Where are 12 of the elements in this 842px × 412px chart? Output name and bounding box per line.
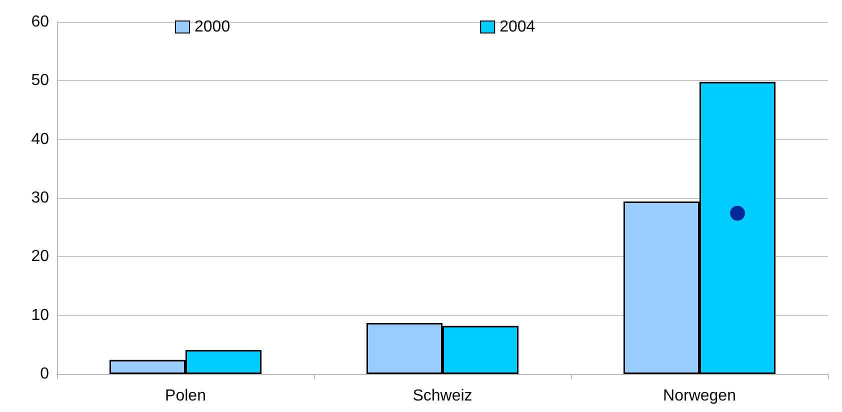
y-tick-label: 10 [31, 306, 50, 324]
x-tick-label: Norwegen [663, 388, 736, 404]
y-tick-label: 30 [31, 190, 50, 206]
legend-label: 2004 [500, 18, 536, 36]
x-tick-label: Schweiz [412, 388, 472, 404]
x-tick-label: Polen [165, 388, 206, 404]
y-tick-label: 40 [31, 130, 50, 148]
y-tick-label: 20 [31, 248, 50, 266]
y-tick-label: 0 [40, 366, 50, 382]
y-tick-label: 60 [31, 14, 50, 30]
y-tick-label: 50 [31, 72, 50, 90]
legend-label: 2000 [194, 18, 230, 36]
